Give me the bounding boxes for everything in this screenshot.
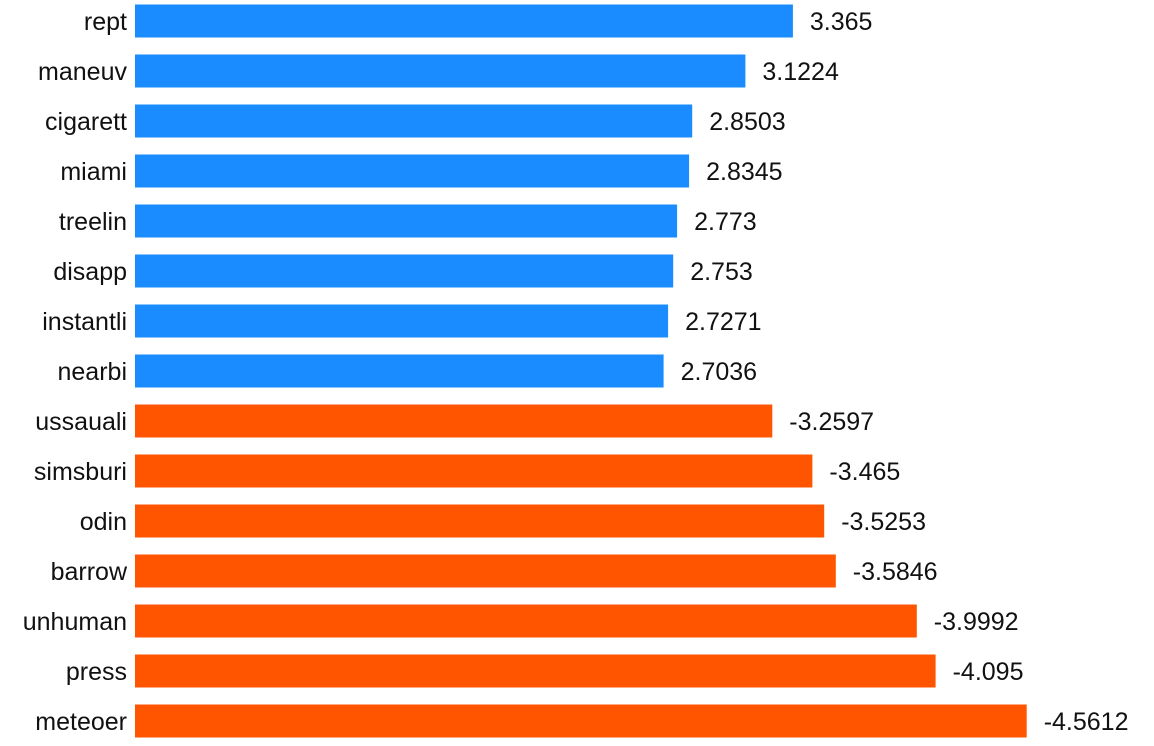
category-label: disapp [53,258,127,286]
value-label: -4.095 [953,658,1024,686]
bar-simsburi [135,454,813,488]
category-label: miami [60,158,127,186]
value-label: -3.465 [829,458,900,486]
bar-maneuv [135,54,746,88]
bar-unhuman [135,604,917,638]
value-label: 3.365 [810,8,873,36]
value-label: 2.8345 [706,158,782,186]
category-label: rept [84,8,127,36]
value-label: 2.7036 [681,358,757,386]
value-label: -3.5253 [841,508,926,536]
category-label: press [66,658,127,686]
category-label: cigarett [45,108,127,136]
value-label: 2.7271 [685,308,761,336]
bar-press [135,654,936,688]
bar-disapp [135,254,674,288]
bar-cigarett [135,104,693,138]
bar-instantli [135,304,669,338]
category-label: instantli [42,308,127,336]
bar-rept [135,4,793,38]
value-label: 3.1224 [762,58,839,86]
bar-odin [135,504,825,538]
category-label: maneuv [38,58,127,86]
category-label: treelin [59,208,127,236]
category-label: nearbi [58,358,128,386]
value-label: 2.753 [690,258,753,286]
bar-nearbi [135,354,664,388]
category-label: odin [80,508,127,536]
value-label: -3.5846 [853,558,938,586]
value-label: -3.9992 [934,608,1019,636]
value-label: -3.2597 [789,408,874,436]
bar-ussauali [135,404,773,438]
category-label: unhuman [23,608,127,636]
value-label: -4.5612 [1044,708,1129,736]
category-label: simsburi [34,458,127,486]
value-label: 2.8503 [709,108,785,136]
category-label: meteoer [35,708,127,736]
bar-miami [135,154,690,188]
category-label: barrow [51,558,128,586]
bar-meteoer [135,704,1027,738]
category-label: ussauali [35,408,127,436]
bar-treelin [135,204,678,238]
value-label: 2.773 [694,208,757,236]
bar-barrow [135,554,836,588]
